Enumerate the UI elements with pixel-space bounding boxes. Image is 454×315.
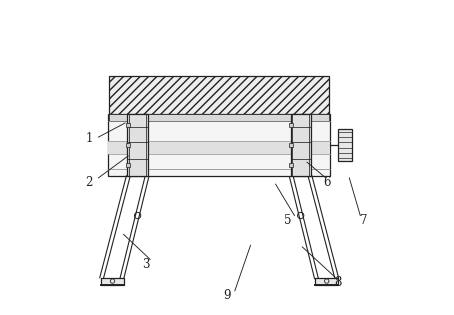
Text: 7: 7: [360, 214, 367, 227]
Bar: [338, 129, 352, 161]
Bar: [126, 143, 130, 147]
Bar: [289, 123, 293, 127]
Bar: [108, 141, 331, 154]
Text: 5: 5: [284, 214, 292, 227]
Bar: [109, 76, 329, 114]
Text: 2: 2: [85, 176, 93, 189]
Bar: [126, 163, 130, 167]
Text: 9: 9: [223, 289, 231, 302]
Bar: [291, 114, 311, 176]
Bar: [289, 143, 293, 147]
Text: 8: 8: [335, 277, 342, 289]
Bar: [315, 278, 339, 284]
Bar: [289, 163, 293, 167]
Bar: [101, 278, 124, 284]
Bar: [108, 114, 331, 176]
Text: 3: 3: [142, 258, 149, 271]
Bar: [126, 123, 130, 127]
Text: 6: 6: [324, 176, 331, 189]
Bar: [109, 114, 329, 122]
Text: 1: 1: [85, 132, 93, 145]
Bar: [128, 114, 148, 176]
